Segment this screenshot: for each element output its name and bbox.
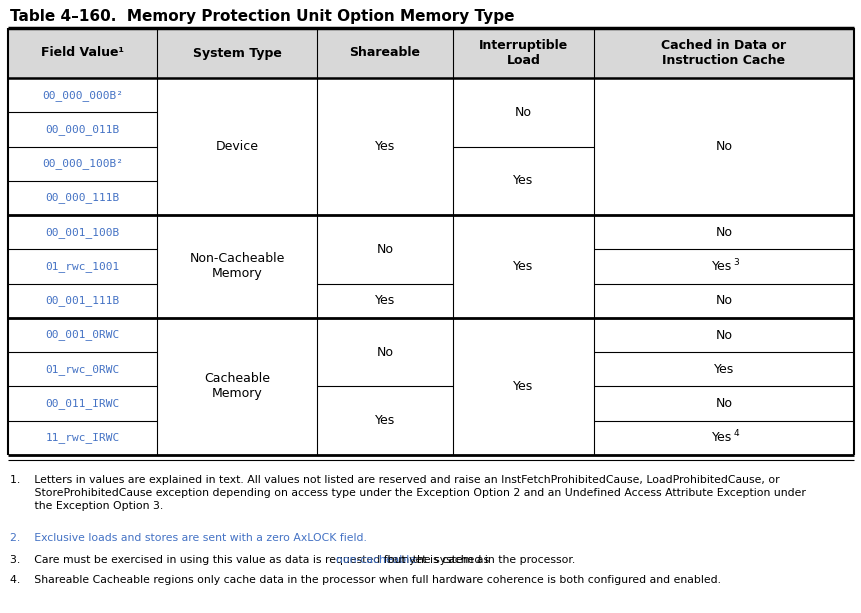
- Text: 01_rwc_0RWC: 01_rwc_0RWC: [46, 364, 120, 375]
- Text: Table 4–160.  Memory Protection Unit Option Memory Type: Table 4–160. Memory Protection Unit Opti…: [10, 9, 514, 25]
- Text: Yes: Yes: [375, 414, 394, 427]
- Text: 4.    Shareable Cacheable regions only cache data in the processor when full har: 4. Shareable Cacheable regions only cach…: [10, 575, 720, 585]
- Text: 2.    Exclusive loads and stores are sent with a zero AxLOCK field.: 2. Exclusive loads and stores are sent w…: [10, 533, 367, 543]
- Text: Yes: Yes: [375, 294, 394, 307]
- Text: Non-Cacheable
Memory: Non-Cacheable Memory: [189, 253, 284, 281]
- Text: 4: 4: [733, 429, 738, 438]
- Text: Cacheable
Memory: Cacheable Memory: [204, 373, 269, 400]
- Text: 1.    Letters in values are explained in text. All values not listed are reserve: 1. Letters in values are explained in te…: [10, 475, 805, 511]
- Text: 00_001_111B: 00_001_111B: [46, 295, 120, 306]
- Bar: [8, 28, 853, 78]
- Text: No: No: [376, 346, 393, 359]
- Text: 00_000_111B: 00_000_111B: [46, 192, 120, 204]
- Text: Interruptible
Load: Interruptible Load: [479, 39, 567, 67]
- Text: 00_011_IRWC: 00_011_IRWC: [46, 398, 120, 409]
- Text: Shareable: Shareable: [349, 47, 420, 59]
- Text: Device: Device: [215, 140, 258, 153]
- Text: Yes: Yes: [513, 380, 533, 393]
- Text: Cached in Data or
Instruction Cache: Cached in Data or Instruction Cache: [660, 39, 785, 67]
- Text: No: No: [715, 294, 732, 307]
- Text: Yes: Yes: [711, 432, 731, 444]
- Text: No: No: [376, 243, 393, 256]
- Text: 01_rwc_1001: 01_rwc_1001: [46, 261, 120, 272]
- Text: 00_001_100B: 00_001_100B: [46, 227, 120, 238]
- Text: No: No: [715, 226, 732, 238]
- Text: Field Value¹: Field Value¹: [41, 47, 124, 59]
- Text: No: No: [715, 329, 732, 341]
- Text: No: No: [715, 140, 732, 153]
- Text: Yes: Yes: [711, 260, 731, 273]
- Text: Yes: Yes: [375, 140, 394, 153]
- Text: 3.    Care must be exercised in using this value as data is requested from the s: 3. Care must be exercised in using this …: [10, 555, 492, 565]
- Text: Yes: Yes: [513, 260, 533, 273]
- Text: 3: 3: [732, 258, 738, 267]
- Text: 00_001_0RWC: 00_001_0RWC: [46, 330, 120, 340]
- Text: Yes: Yes: [713, 363, 734, 376]
- Text: No: No: [514, 106, 531, 119]
- Text: 00_000_100B²: 00_000_100B²: [42, 158, 123, 169]
- Text: non-cacheable: non-cacheable: [336, 555, 416, 565]
- Text: 00_000_000B²: 00_000_000B²: [42, 89, 123, 101]
- Text: 00_000_011B: 00_000_011B: [46, 124, 120, 135]
- Text: but yet is cached in the processor.: but yet is cached in the processor.: [383, 555, 574, 565]
- Text: System Type: System Type: [192, 47, 281, 59]
- Text: No: No: [715, 397, 732, 410]
- Text: 11_rwc_IRWC: 11_rwc_IRWC: [46, 432, 120, 443]
- Text: Yes: Yes: [513, 174, 533, 188]
